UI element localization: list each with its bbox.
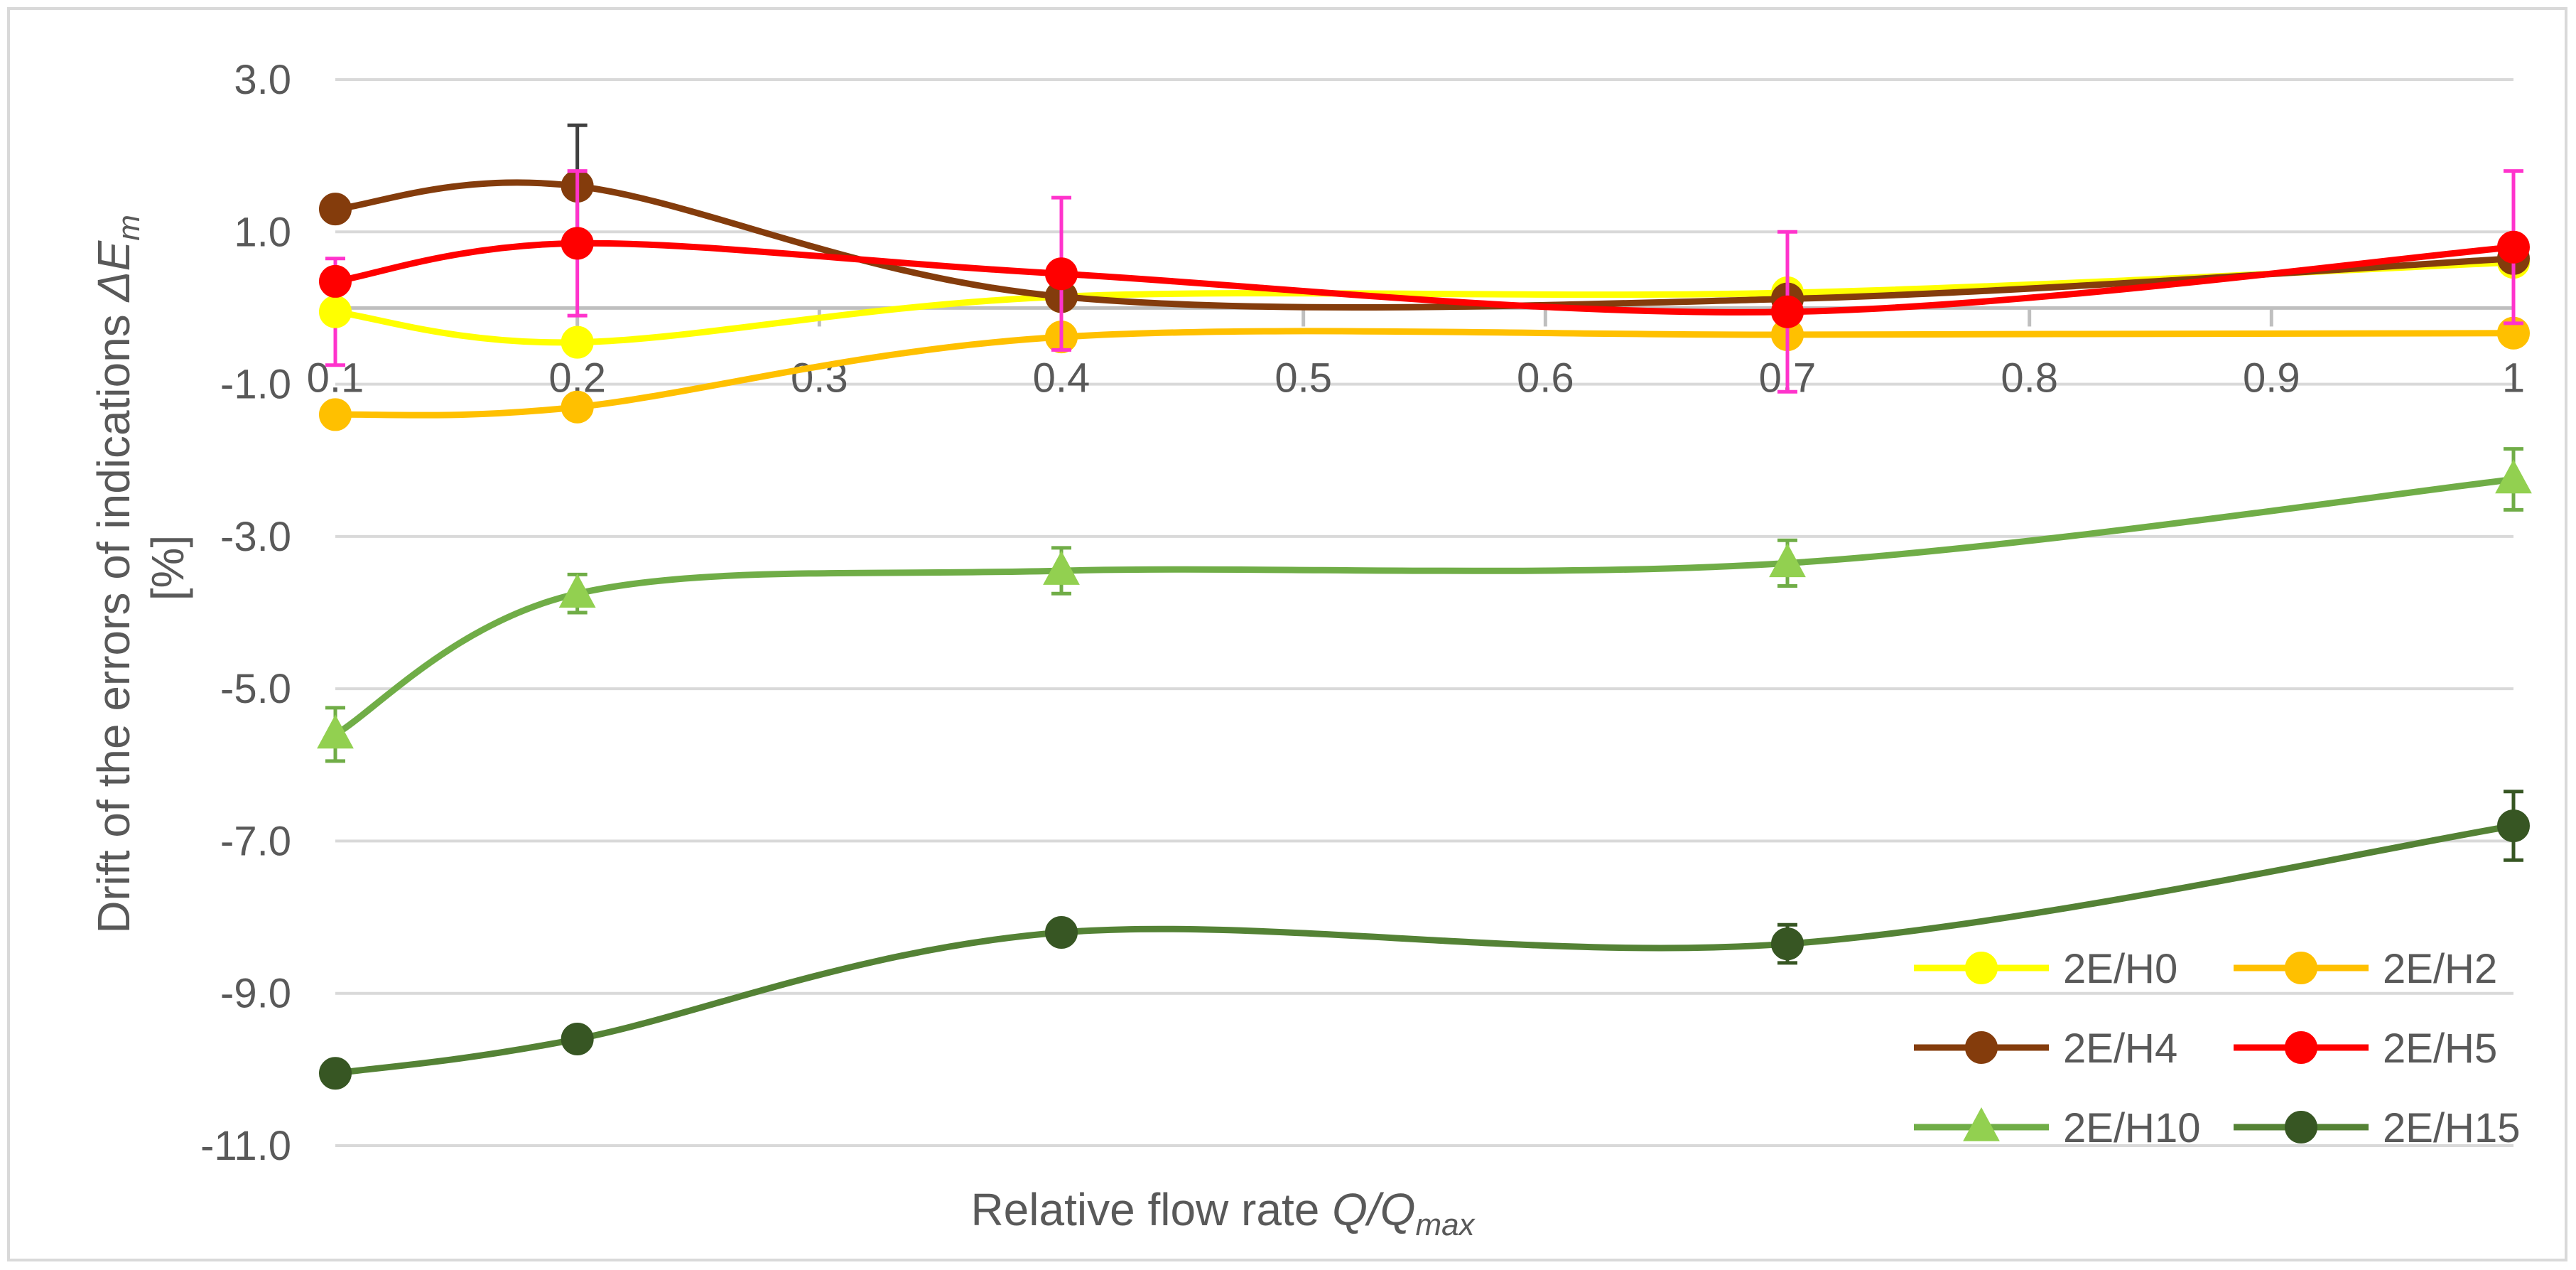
y-axis-title: Drift of the errors of indications ΔEm [… — [88, 202, 193, 933]
gridlines — [335, 78, 2513, 1147]
series-line — [332, 328, 2517, 419]
y-tick-label: -7.0 — [220, 818, 291, 864]
data-point — [561, 227, 594, 260]
legend-marker — [2285, 1111, 2317, 1143]
axes: 3.01.0-1.0-3.0-5.0-7.0-9.0-11.00.1 0.2 0.3… — [200, 57, 2525, 1169]
y-tick-label: 1.0 — [234, 209, 291, 255]
x-tick-label: 1 — [2502, 355, 2525, 401]
data-point — [317, 714, 354, 749]
legend: 2E/H0 2E/H2 2E/H4 2E/H5 2E/H10 2E/H15 — [1914, 946, 2520, 1151]
legend-label: 2E/H5 — [2383, 1026, 2497, 1072]
y-tick-label: -3.0 — [220, 514, 291, 560]
legend-marker — [1965, 1031, 1998, 1064]
legend-entry: 2E/H4 — [1914, 1026, 2177, 1072]
data-point — [2495, 459, 2532, 494]
data-point — [319, 398, 352, 431]
legend-entry: 2E/H2 — [2234, 946, 2497, 992]
series-2E/H5 — [319, 169, 2530, 394]
y-tick-label: -11.0 — [200, 1123, 291, 1169]
legend-entry: 2E/H10 — [1914, 1105, 2200, 1151]
x-tick-label: 0.8 — [2001, 355, 2058, 401]
x-axis-title: Relative flow rate Q/Qmax — [970, 1184, 1476, 1242]
y-tick-label: 3.0 — [234, 57, 291, 103]
data-point — [319, 264, 352, 298]
legend-label: 2E/H2 — [2383, 946, 2497, 992]
legend-entry: 2E/H15 — [2234, 1105, 2520, 1151]
x-tick-label: 0.6 — [1517, 355, 1574, 401]
series-2E/H2 — [319, 316, 2530, 431]
data-point — [1045, 916, 1078, 949]
legend-marker — [1963, 1107, 2000, 1141]
data-point — [1769, 543, 1806, 578]
legend-marker — [2285, 952, 2317, 984]
series-2E/H4 — [319, 123, 2530, 316]
chart-frame: 3.0 1.0 -1.0 -3.0 -5.0 -7.0 -9.0 -11.0 0.1 0.2 0.3… — [7, 7, 2567, 1261]
data-point — [1771, 927, 1804, 961]
legend-label: 2E/H10 — [2063, 1105, 2200, 1151]
legend-marker — [2285, 1031, 2317, 1064]
x-tick-label: 0.9 — [2243, 355, 2300, 401]
series — [317, 123, 2532, 1090]
data-point — [2497, 230, 2530, 264]
legend-label: 2E/H4 — [2063, 1026, 2177, 1072]
series-line — [332, 476, 2517, 738]
y-tick-label: -1.0 — [220, 362, 291, 408]
data-point — [561, 325, 594, 359]
y-tick-label: -5.0 — [220, 666, 291, 712]
data-point — [319, 295, 352, 328]
series-2E/H15 — [319, 790, 2530, 1090]
data-point — [561, 1023, 594, 1055]
legend-label: 2E/H15 — [2383, 1105, 2520, 1151]
data-point — [1043, 551, 1080, 585]
x-tick-label: 0.5 — [1275, 355, 1332, 401]
data-point — [319, 1057, 352, 1090]
line-chart: 3.01.0-1.0-3.0-5.0-7.0-9.0-11.00.1 0.2 0.3… — [88, 57, 2532, 1242]
legend-entry: 2E/H0 — [1914, 946, 2177, 992]
data-point — [2497, 809, 2530, 842]
data-point — [561, 390, 594, 424]
data-point — [1771, 295, 1804, 328]
y-tick-label: -9.0 — [220, 971, 291, 1017]
legend-label: 2E/H0 — [2063, 946, 2177, 992]
x-tick-label: 0.4 — [1033, 355, 1091, 401]
series-line — [332, 822, 2517, 1077]
data-point — [1045, 257, 1078, 291]
series-2E/H10 — [317, 447, 2532, 763]
legend-entry: 2E/H5 — [2234, 1026, 2497, 1072]
data-point — [319, 193, 352, 226]
data-point — [558, 574, 596, 608]
legend-marker — [1965, 952, 1998, 984]
